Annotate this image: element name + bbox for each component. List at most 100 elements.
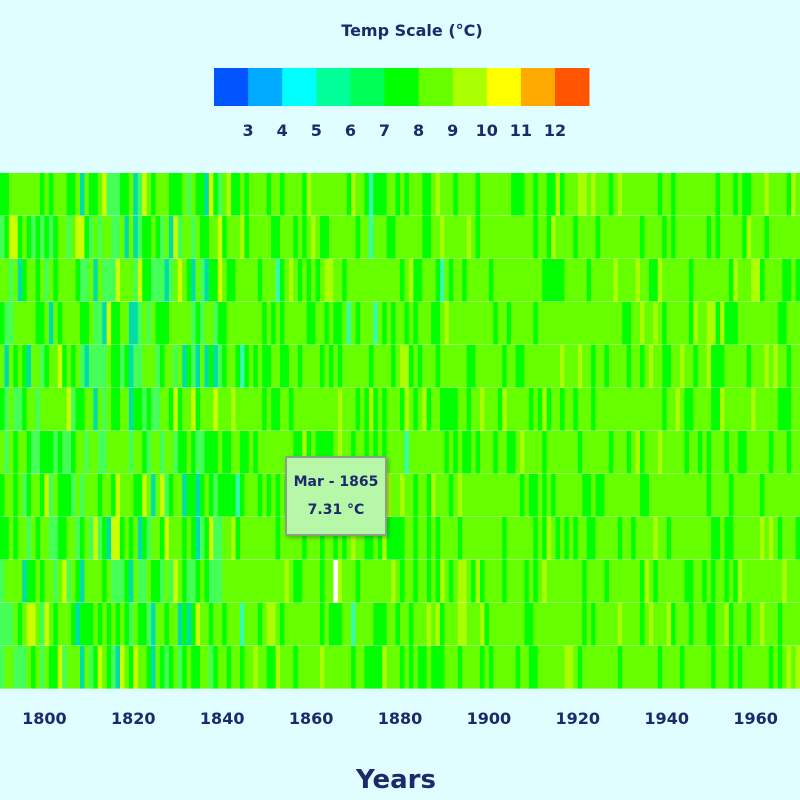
- heatmap-cell[interactable]: [546, 302, 552, 345]
- heatmap-cell[interactable]: [84, 173, 90, 216]
- heatmap-cell[interactable]: [35, 603, 41, 646]
- heatmap-cell[interactable]: [377, 173, 383, 216]
- heatmap-cell[interactable]: [80, 603, 85, 646]
- heatmap-cell[interactable]: [177, 173, 183, 216]
- heatmap-cell[interactable]: [226, 431, 232, 474]
- heatmap-cell[interactable]: [195, 302, 201, 345]
- heatmap-cell[interactable]: [537, 474, 543, 517]
- heatmap-cell[interactable]: [351, 560, 356, 603]
- heatmap-cell[interactable]: [657, 388, 663, 431]
- heatmap-cell[interactable]: [684, 646, 690, 689]
- heatmap-cell[interactable]: [617, 345, 623, 388]
- heatmap-cell[interactable]: [306, 603, 312, 646]
- heatmap-cell[interactable]: [231, 603, 236, 646]
- heatmap-cell[interactable]: [782, 173, 787, 216]
- heatmap-cell[interactable]: [213, 345, 219, 388]
- heatmap-cell[interactable]: [568, 216, 574, 259]
- heatmap-cell[interactable]: [311, 302, 316, 345]
- heatmap-cell[interactable]: [577, 646, 583, 689]
- heatmap-cell[interactable]: [555, 259, 561, 302]
- heatmap-cell[interactable]: [462, 388, 467, 431]
- heatmap-cell[interactable]: [297, 603, 303, 646]
- heatmap-cell[interactable]: [71, 560, 76, 603]
- heatmap-cell[interactable]: [128, 603, 134, 646]
- heatmap-cell[interactable]: [337, 173, 343, 216]
- heatmap-cell[interactable]: [453, 603, 459, 646]
- heatmap-cell[interactable]: [391, 345, 396, 388]
- heatmap-cell[interactable]: [364, 259, 370, 302]
- heatmap-cell[interactable]: [795, 646, 800, 689]
- heatmap-cell[interactable]: [84, 474, 90, 517]
- heatmap-cell[interactable]: [342, 603, 347, 646]
- heatmap-cell[interactable]: [44, 560, 50, 603]
- heatmap-cell[interactable]: [226, 603, 232, 646]
- heatmap-cell[interactable]: [173, 259, 179, 302]
- heatmap-cell[interactable]: [600, 517, 605, 560]
- heatmap-cell[interactable]: [342, 560, 347, 603]
- heatmap-cell[interactable]: [302, 216, 307, 259]
- heatmap-cell[interactable]: [546, 431, 552, 474]
- heatmap-cell[interactable]: [253, 646, 259, 689]
- heatmap-cell[interactable]: [311, 431, 316, 474]
- heatmap-cell[interactable]: [48, 474, 54, 517]
- heatmap-cell[interactable]: [288, 345, 294, 388]
- heatmap-cell[interactable]: [657, 560, 663, 603]
- heatmap-cell[interactable]: [44, 216, 50, 259]
- heatmap-cell[interactable]: [688, 560, 694, 603]
- heatmap-cell[interactable]: [8, 431, 14, 474]
- heatmap-cell[interactable]: [164, 173, 170, 216]
- heatmap-cell[interactable]: [0, 216, 5, 259]
- heatmap-cell[interactable]: [622, 474, 627, 517]
- heatmap-cell[interactable]: [124, 216, 130, 259]
- heatmap-cell[interactable]: [333, 431, 339, 474]
- heatmap-cell[interactable]: [328, 173, 334, 216]
- heatmap-cell[interactable]: [204, 216, 210, 259]
- heatmap-cell[interactable]: [791, 517, 796, 560]
- heatmap-cell[interactable]: [284, 646, 290, 689]
- heatmap-cell[interactable]: [595, 302, 601, 345]
- heatmap-cell[interactable]: [284, 560, 290, 603]
- heatmap-cell[interactable]: [62, 646, 67, 689]
- heatmap-cell[interactable]: [444, 173, 450, 216]
- heatmap-cell[interactable]: [595, 603, 601, 646]
- heatmap-cell[interactable]: [426, 302, 432, 345]
- heatmap-cell[interactable]: [297, 173, 303, 216]
- heatmap-cell[interactable]: [53, 603, 59, 646]
- heatmap-cell[interactable]: [200, 345, 205, 388]
- heatmap-cell[interactable]: [577, 431, 583, 474]
- heatmap-cell[interactable]: [160, 646, 165, 689]
- heatmap-cell[interactable]: [448, 302, 454, 345]
- heatmap-cell[interactable]: [217, 173, 223, 216]
- heatmap-cell[interactable]: [395, 603, 401, 646]
- heatmap-cell[interactable]: [426, 603, 432, 646]
- heatmap-cell[interactable]: [102, 603, 107, 646]
- heatmap-cell[interactable]: [84, 345, 90, 388]
- heatmap-cell[interactable]: [644, 388, 650, 431]
- heatmap-cell[interactable]: [471, 216, 476, 259]
- heatmap-cell[interactable]: [257, 259, 263, 302]
- heatmap-cell[interactable]: [191, 216, 196, 259]
- heatmap-cell[interactable]: [693, 474, 699, 517]
- heatmap-cell[interactable]: [435, 431, 441, 474]
- heatmap-cell[interactable]: [475, 216, 481, 259]
- heatmap-cell[interactable]: [448, 388, 454, 431]
- heatmap-cell[interactable]: [151, 474, 156, 517]
- heatmap-cell[interactable]: [93, 603, 99, 646]
- heatmap-cell[interactable]: [724, 173, 730, 216]
- heatmap-cell[interactable]: [657, 646, 663, 689]
- heatmap-cell[interactable]: [760, 560, 765, 603]
- heatmap-cell[interactable]: [191, 431, 196, 474]
- heatmap-cell[interactable]: [466, 560, 472, 603]
- heatmap-cell[interactable]: [13, 474, 19, 517]
- heatmap-cell[interactable]: [511, 216, 516, 259]
- heatmap-cell[interactable]: [400, 603, 405, 646]
- heatmap-cell[interactable]: [440, 560, 445, 603]
- heatmap-cell[interactable]: [537, 603, 543, 646]
- heatmap-cell[interactable]: [448, 603, 454, 646]
- heatmap-cell[interactable]: [635, 173, 641, 216]
- heatmap-cell[interactable]: [17, 302, 23, 345]
- heatmap-cell[interactable]: [142, 345, 147, 388]
- heatmap-cell[interactable]: [106, 388, 112, 431]
- heatmap-cell[interactable]: [88, 216, 94, 259]
- heatmap-cell[interactable]: [426, 216, 432, 259]
